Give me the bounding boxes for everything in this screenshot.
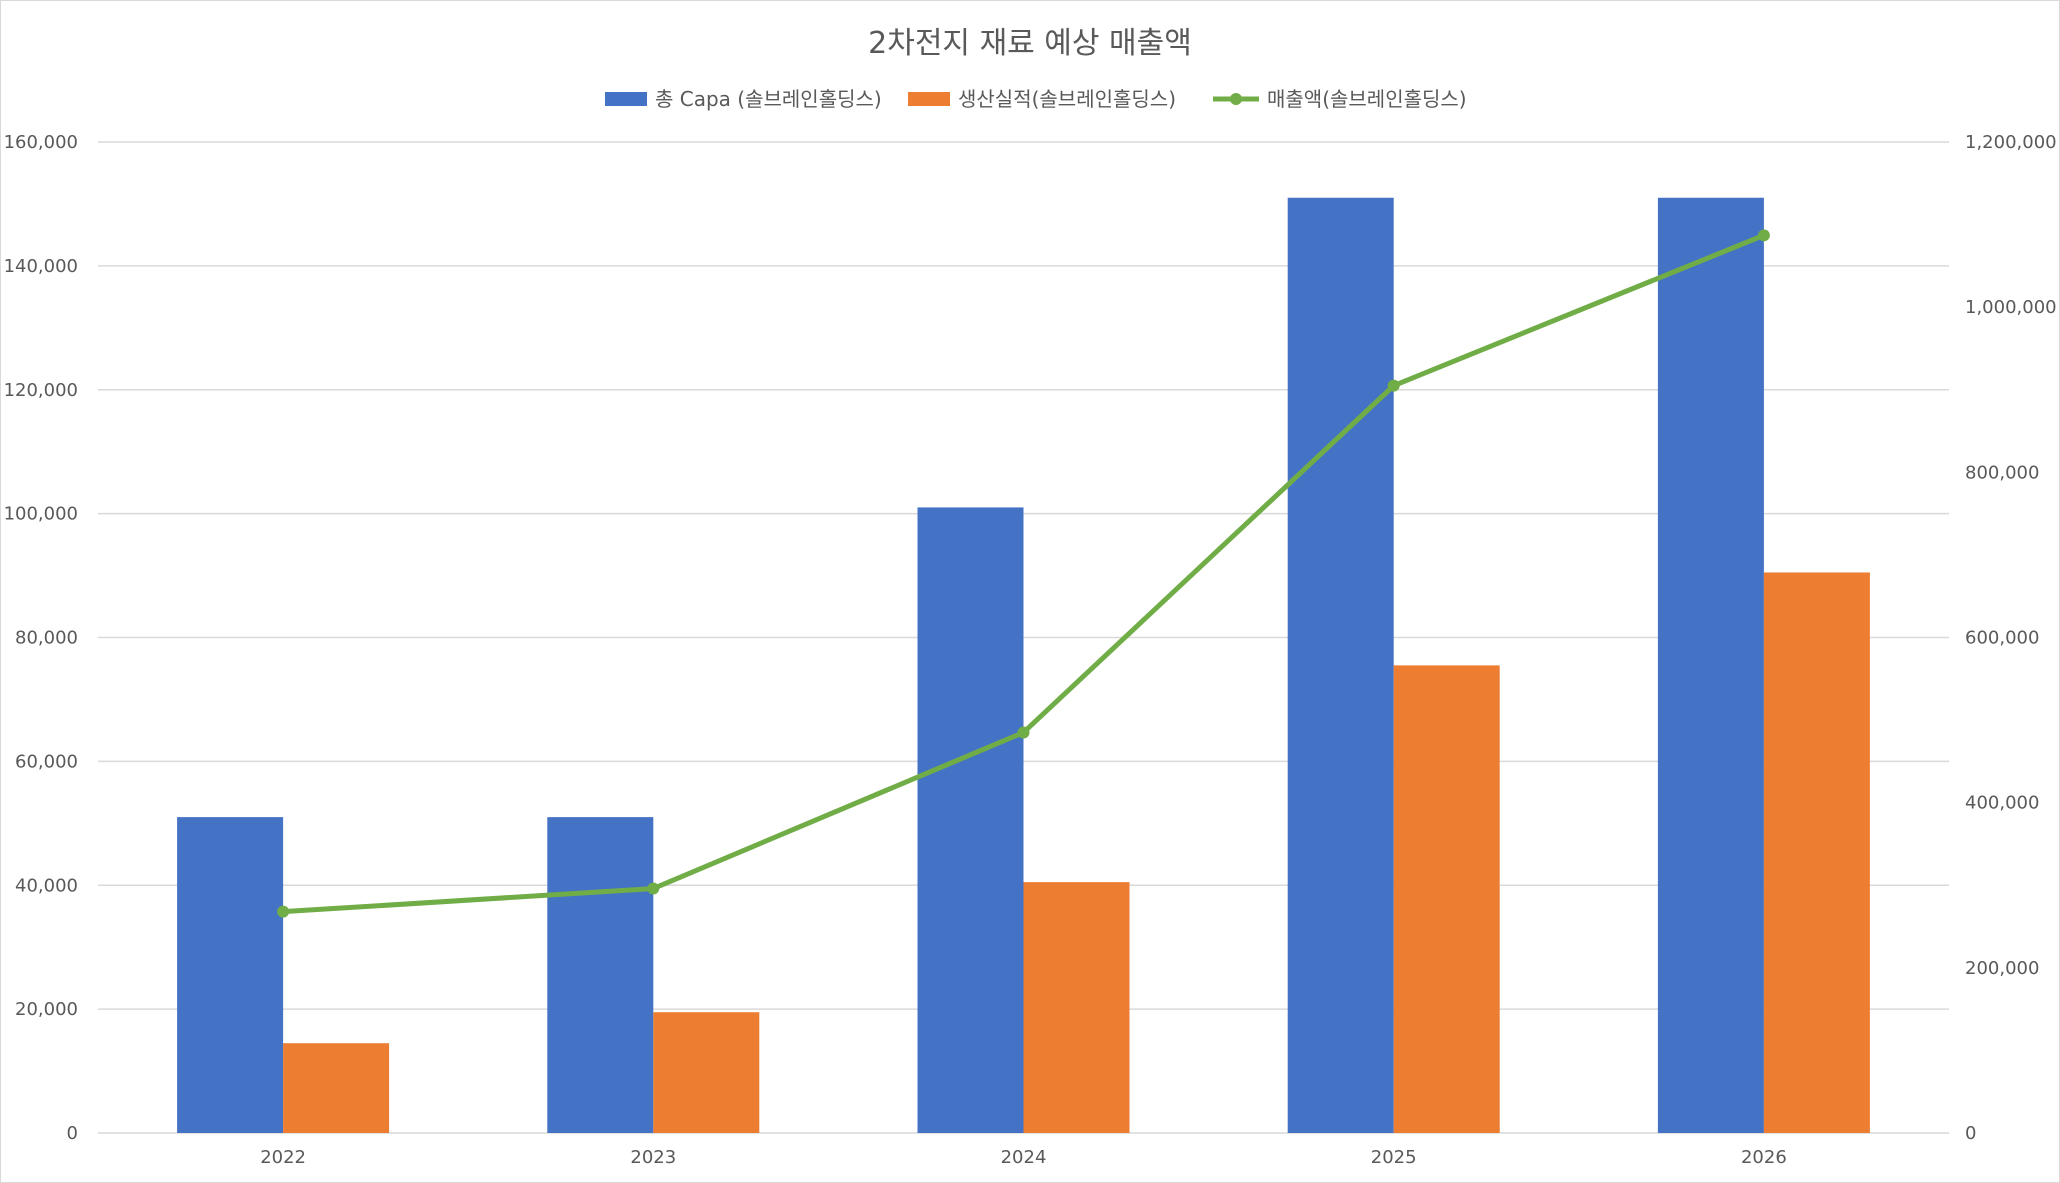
y-right-tick-label: 600,000 xyxy=(1965,628,2039,649)
y-right-tick-label: 200,000 xyxy=(1965,958,2039,979)
y-left-tick-label: 80,000 xyxy=(15,628,78,649)
x-tick-label: 2025 xyxy=(1371,1147,1417,1168)
revenue-point xyxy=(277,905,290,918)
y-right-tick-label: 400,000 xyxy=(1965,793,2039,814)
legend-swatch xyxy=(908,92,950,106)
y-right-tick-label: 1,200,000 xyxy=(1965,132,2057,153)
bar-production xyxy=(1393,665,1500,1133)
revenue-point xyxy=(1387,379,1400,392)
y-left-tick-label: 40,000 xyxy=(15,875,78,896)
bar-production xyxy=(283,1043,390,1133)
legend-item: 생산실적(솔브레인홀딩스) xyxy=(908,87,1176,111)
bars xyxy=(177,197,1870,1133)
y-left-tick-label: 160,000 xyxy=(4,132,78,153)
bar-capa xyxy=(1287,197,1394,1133)
y-left-tick-label: 120,000 xyxy=(4,380,78,401)
x-tick-label: 2022 xyxy=(260,1147,306,1168)
axes: 0 20,000 40,000 60,000 80,000 100,000 120,000 1… xyxy=(4,132,2057,1168)
legend-label: 생산실적(솔브레인홀딩스) xyxy=(958,87,1176,111)
bar-production xyxy=(1763,572,1870,1133)
revenue-point xyxy=(1017,726,1030,739)
x-tick-label: 2026 xyxy=(1741,1147,1787,1168)
legend-marker xyxy=(1230,93,1242,105)
x-tick-label: 2024 xyxy=(1001,1147,1047,1168)
bar-capa xyxy=(1657,197,1764,1133)
y-left-tick-label: 140,000 xyxy=(4,256,78,277)
revenue-point xyxy=(647,882,660,895)
y-left-tick-label: 0 xyxy=(67,1123,78,1144)
y-left-tick-label: 60,000 xyxy=(15,751,78,772)
legend-swatch xyxy=(605,92,647,106)
x-tick-label: 2023 xyxy=(630,1147,676,1168)
legend: 총 Capa (솔브레인홀딩스) 생산실적(솔브레인홀딩스) 매출액(솔브레인홀딩스… xyxy=(605,87,1467,111)
bar-production xyxy=(653,1012,760,1133)
y-left-tick-label: 100,000 xyxy=(4,504,78,525)
y-right-tick-label: 800,000 xyxy=(1965,462,2039,483)
chart-title: 2차전지 재료 예상 매출액 xyxy=(868,26,1192,61)
revenue-point xyxy=(1757,229,1770,242)
legend-item: 총 Capa (솔브레인홀딩스) xyxy=(605,87,882,111)
bar-capa xyxy=(177,817,284,1133)
legend-label: 매출액(솔브레인홀딩스) xyxy=(1267,87,1467,111)
bar-capa xyxy=(547,817,654,1133)
legend-label: 총 Capa (솔브레인홀딩스) xyxy=(655,87,882,111)
revenue-line xyxy=(277,229,1770,918)
y-right-tick-label: 0 xyxy=(1965,1123,1976,1144)
legend-item: 매출액(솔브레인홀딩스) xyxy=(1213,87,1467,111)
y-left-tick-label: 20,000 xyxy=(15,999,78,1020)
y-right-tick-label: 1,000,000 xyxy=(1965,297,2057,318)
bar-capa xyxy=(917,507,1024,1133)
bar-production xyxy=(1023,882,1130,1133)
